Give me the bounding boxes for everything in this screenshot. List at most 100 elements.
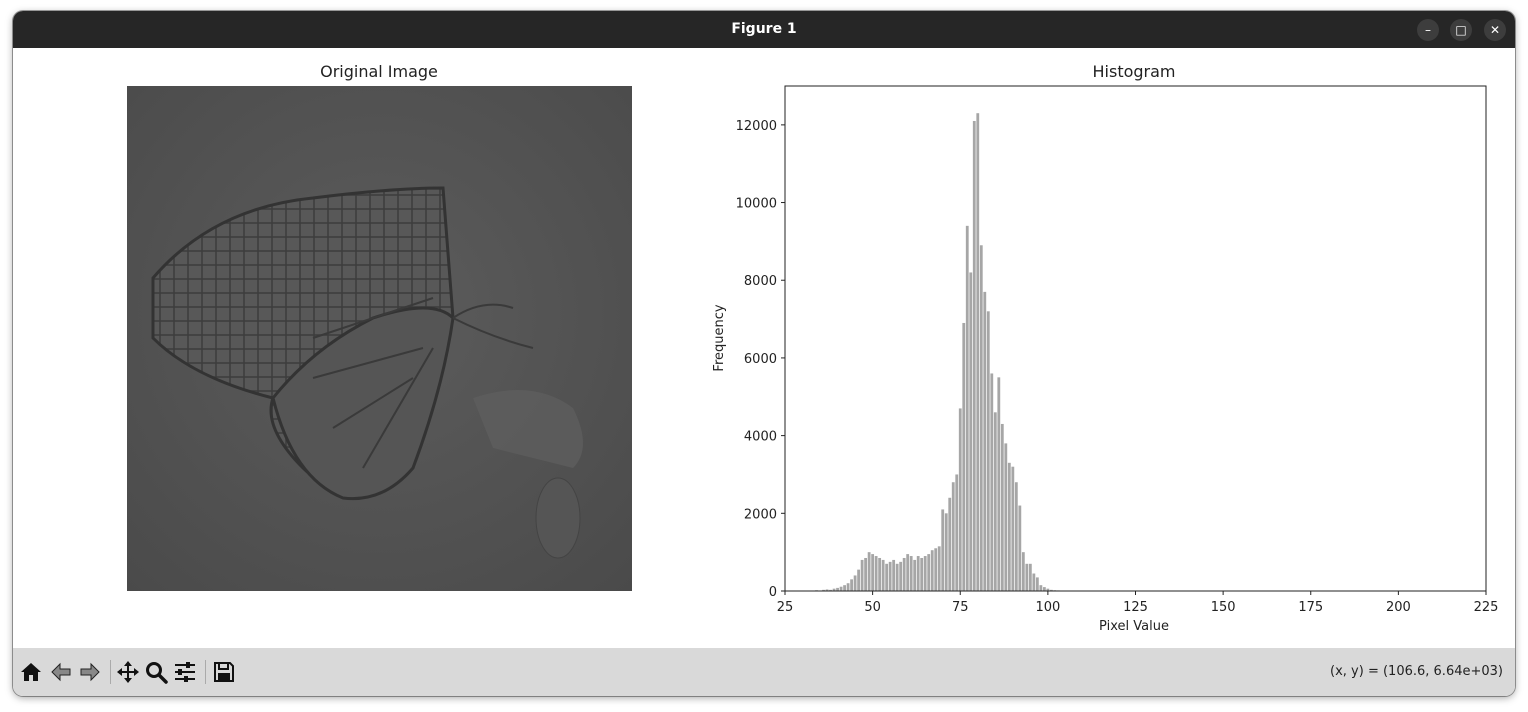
x-tick-label: 50 — [864, 600, 881, 615]
histogram-bar — [874, 556, 878, 591]
histogram-bar — [1004, 443, 1008, 591]
histogram-bar — [972, 120, 976, 591]
histogram-bar — [934, 548, 938, 591]
histogram-bar — [979, 245, 983, 591]
y-tick-label: 10000 — [736, 197, 777, 212]
histogram-bar — [853, 575, 857, 591]
histogram-bar — [843, 585, 846, 591]
histogram-bar — [899, 561, 903, 591]
maximize-button[interactable]: □ — [1450, 19, 1472, 41]
histogram-bar — [955, 474, 959, 591]
histogram-bars — [815, 113, 1064, 591]
histogram-bar — [864, 557, 868, 591]
save-icon[interactable] — [212, 660, 236, 684]
home-icon[interactable] — [19, 660, 43, 684]
histogram-bar — [1035, 577, 1039, 591]
x-axis-label: Pixel Value — [1099, 619, 1169, 634]
figure-canvas[interactable]: Original Image — [13, 48, 1515, 648]
histogram-bar — [878, 557, 882, 591]
chart-title: Histogram — [1093, 62, 1176, 81]
histogram-bar — [850, 579, 853, 591]
toolbar-separator — [205, 660, 206, 684]
forward-icon[interactable] — [78, 660, 102, 684]
histogram-bar — [832, 588, 836, 591]
histogram-bar — [902, 557, 906, 591]
x-tick-label: 25 — [777, 600, 794, 615]
y-tick-label: 6000 — [744, 352, 777, 367]
zoom-icon[interactable] — [144, 660, 168, 684]
histogram-bar — [958, 408, 962, 591]
cursor-coordinates: (x, y) = (106.6, 6.64e+03) — [1330, 664, 1503, 679]
histogram-bar — [1025, 563, 1029, 591]
histogram-bar — [993, 412, 997, 591]
histogram-bar — [839, 586, 843, 591]
y-axis-ticks: 0 2000 4000 6000 8000 10000 12000 — [736, 119, 785, 600]
histogram-bar — [1000, 423, 1004, 591]
navigation-toolbar: (x, y) = (106.6, 6.64e+03) — [13, 648, 1515, 696]
figure-window: Figure 1 – □ ✕ Original Image — [13, 11, 1515, 696]
y-tick-label: 8000 — [744, 274, 777, 289]
butterfly-image — [127, 86, 632, 591]
histogram-bar — [1014, 482, 1018, 591]
x-tick-label: 75 — [952, 600, 969, 615]
pan-icon[interactable] — [116, 660, 140, 684]
histogram-bar — [1011, 466, 1015, 591]
toolbar-separator — [110, 660, 111, 684]
x-tick-label: 200 — [1386, 600, 1411, 615]
histogram-bar — [965, 225, 969, 591]
configure-icon[interactable] — [173, 660, 197, 684]
histogram-bar — [927, 554, 931, 591]
y-tick-label: 2000 — [744, 507, 777, 522]
histogram-bar — [1046, 588, 1050, 591]
close-button[interactable]: ✕ — [1484, 19, 1506, 41]
histogram-bar — [1039, 585, 1043, 591]
histogram-bar — [1032, 573, 1036, 591]
histogram-bar — [969, 272, 973, 591]
histogram-bar — [937, 546, 941, 591]
y-tick-label: 12000 — [736, 119, 777, 134]
x-tick-label: 125 — [1123, 600, 1148, 615]
histogram-bar — [867, 552, 871, 591]
minimize-button[interactable]: – — [1417, 19, 1439, 41]
histogram-bar — [871, 554, 875, 591]
back-icon[interactable] — [49, 660, 73, 684]
histogram-bar — [860, 559, 864, 591]
histogram-bar — [1049, 589, 1053, 591]
histogram-bar — [846, 583, 850, 591]
histogram-bar — [895, 563, 899, 591]
histogram-bar — [941, 509, 945, 591]
figure-svg: Original Image — [127, 62, 1498, 634]
x-tick-label: 150 — [1211, 600, 1236, 615]
histogram-bar — [825, 589, 829, 591]
x-tick-label: 225 — [1474, 600, 1499, 615]
histogram-bar — [962, 322, 966, 591]
y-tick-label: 4000 — [744, 430, 777, 445]
histogram-bar — [885, 563, 889, 591]
histogram-bar — [923, 556, 927, 591]
histogram-chart: Histogram 25 50 75 100 125 150 175 200 225 0 2000… — [712, 62, 1498, 634]
histogram-bar — [976, 113, 980, 591]
y-axis-label: Frequency — [712, 304, 727, 371]
histogram-bar — [1018, 505, 1022, 591]
histogram-bar — [913, 559, 917, 591]
histogram-bar — [1042, 587, 1046, 591]
histogram-bar — [990, 373, 994, 591]
plot-frame — [784, 85, 1487, 592]
histogram-bar — [997, 377, 1001, 591]
histogram-bar — [983, 291, 987, 591]
histogram-bar — [857, 569, 861, 591]
histogram-bar — [892, 559, 896, 591]
histogram-bar — [916, 556, 920, 591]
histogram-bar — [951, 482, 955, 591]
histogram-bar — [1007, 462, 1011, 591]
histogram-bar — [986, 311, 990, 591]
histogram-bar — [920, 557, 924, 591]
histogram-bar — [944, 513, 948, 591]
histogram-bar — [1021, 552, 1025, 591]
histogram-bar — [948, 497, 952, 591]
histogram-bar — [888, 561, 892, 591]
histogram-bar — [829, 589, 832, 591]
histogram-bar — [881, 559, 885, 591]
histogram-bar — [930, 550, 934, 591]
histogram-bar — [906, 554, 910, 591]
